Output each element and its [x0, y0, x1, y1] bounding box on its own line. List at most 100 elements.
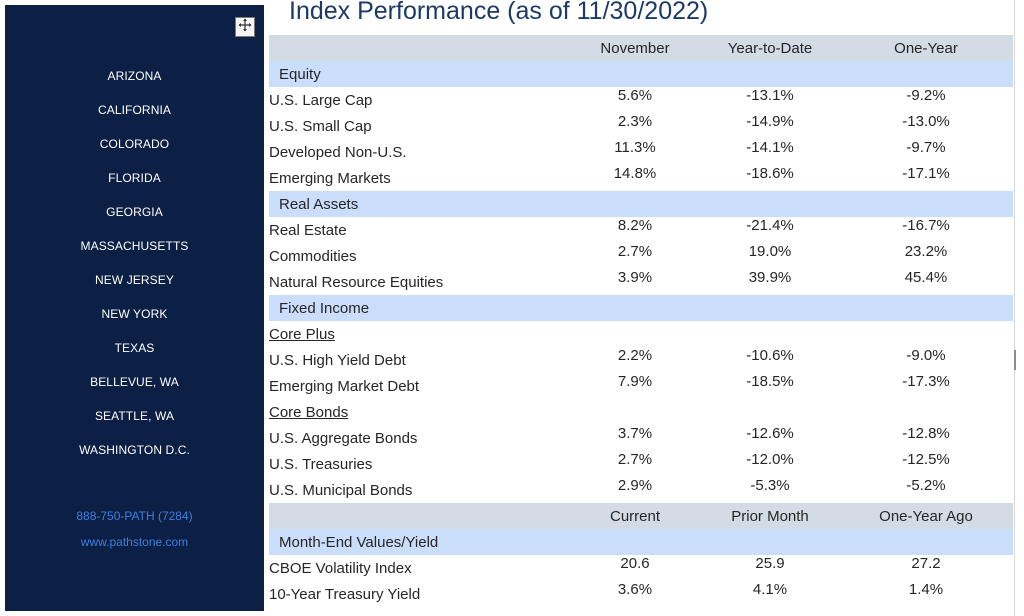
- contact-info: 888-750-PATH (7284) www.pathstone.com: [5, 503, 264, 555]
- cell-one-year: -17.1%: [902, 165, 950, 182]
- page-title: Index Performance (as of 11/30/2022): [289, 0, 709, 25]
- cell-one-year: -9.7%: [906, 139, 946, 156]
- table-row: CBOE Volatility Index 20.6 25.9 27.2: [269, 555, 1013, 581]
- cell-ytd: 19.0%: [748, 243, 792, 260]
- cell-one-year: -13.0%: [902, 113, 950, 130]
- cell-november: 2.7%: [617, 451, 653, 468]
- subsection-core-plus[interactable]: Core Plus: [269, 321, 1013, 347]
- header-label-cell: [269, 35, 569, 61]
- cell-ytd: -13.1%: [746, 87, 794, 104]
- subsection-row: Core Plus: [269, 321, 1013, 347]
- phone-link[interactable]: 888-750-PATH (7284): [76, 509, 193, 523]
- row-label: Emerging Market Debt: [269, 377, 420, 395]
- cell-ytd: -14.9%: [746, 113, 794, 130]
- location-link[interactable]: COLORADO: [99, 137, 170, 151]
- cell-one-year: -12.5%: [902, 451, 950, 468]
- cell-november: 14.8%: [613, 165, 657, 182]
- section-fixed-income: Fixed Income: [269, 295, 1013, 321]
- table-row: 10-Year Treasury Yield 3.6% 4.1% 1.4%: [269, 581, 1013, 607]
- move-handle[interactable]: [235, 17, 255, 37]
- cell-one-year: -9.0%: [906, 347, 946, 364]
- table-row: U.S. Treasuries 2.7% -12.0% -12.5%: [269, 451, 1013, 477]
- location-link[interactable]: TEXAS: [114, 341, 155, 355]
- cell-november: 3.7%: [617, 425, 653, 442]
- column-header-ytd: Year-to-Date: [701, 35, 839, 61]
- cell-november: 2.9%: [617, 477, 653, 494]
- location-link[interactable]: ARIZONA: [107, 69, 162, 83]
- cell-november: 8.2%: [617, 217, 653, 234]
- row-label: U.S. Small Cap: [269, 117, 372, 135]
- row-label: U.S. Large Cap: [269, 91, 373, 109]
- section-label: Fixed Income: [269, 295, 1013, 321]
- performance-table: November Year-to-Date One-Year Equity U.…: [269, 35, 1013, 607]
- subsection-link[interactable]: Core Plus: [269, 325, 335, 343]
- table-row: U.S. High Yield Debt 2.2% -10.6% -9.0%: [269, 347, 1013, 373]
- subsection-core-bonds[interactable]: Core Bonds: [269, 399, 1013, 425]
- cell-november: 5.6%: [617, 87, 653, 104]
- section-label: Equity: [269, 61, 1013, 87]
- table-row: Developed Non-U.S. 11.3% -14.1% -9.7%: [269, 139, 1013, 165]
- location-link[interactable]: MASSACHUSETTS: [80, 239, 189, 253]
- website-link[interactable]: www.pathstone.com: [80, 535, 189, 549]
- cell-one-year: -12.8%: [902, 425, 950, 442]
- cell-ytd: -12.0%: [746, 451, 794, 468]
- location-link[interactable]: BELLEVUE, WA: [90, 375, 179, 389]
- cell-ytd: -5.3%: [750, 477, 790, 494]
- table-header-row-2: Current Prior Month One-Year Ago: [269, 503, 1013, 529]
- row-label: U.S. Municipal Bonds: [269, 481, 413, 499]
- move-handle-icon: [238, 18, 252, 37]
- section-real-assets: Real Assets: [269, 191, 1013, 217]
- subsection-row: Core Bonds: [269, 399, 1013, 425]
- location-link[interactable]: CALIFORNIA: [97, 103, 171, 117]
- table-row: U.S. Small Cap 2.3% -14.9% -13.0%: [269, 113, 1013, 139]
- table-row: Emerging Markets 14.8% -18.6% -17.1%: [269, 165, 1013, 191]
- cell-one-year-ago: 1.4%: [908, 581, 944, 598]
- cell-one-year: -5.2%: [906, 477, 946, 494]
- table-row: U.S. Aggregate Bonds 3.7% -12.6% -12.8%: [269, 425, 1013, 451]
- row-label: 10-Year Treasury Yield: [269, 585, 421, 603]
- row-label: Emerging Markets: [269, 169, 391, 187]
- column-header-one-year-ago: One-Year Ago: [839, 503, 1013, 529]
- location-link[interactable]: WASHINGTON D.C.: [79, 443, 190, 457]
- header-label-cell: [269, 503, 569, 529]
- location-link[interactable]: GEORGIA: [106, 205, 163, 219]
- column-header-one-year: One-Year: [839, 35, 1013, 61]
- location-link[interactable]: SEATTLE, WA: [94, 409, 175, 423]
- scroll-indicator[interactable]: [1014, 350, 1016, 370]
- location-link[interactable]: NEW JERSEY: [94, 273, 174, 287]
- cell-ytd: -10.6%: [746, 347, 794, 364]
- cell-ytd: -18.5%: [746, 373, 794, 390]
- row-label: U.S. Treasuries: [269, 455, 373, 473]
- row-label: U.S. Aggregate Bonds: [269, 429, 418, 447]
- cell-november: 2.3%: [617, 113, 653, 130]
- table-header-row: November Year-to-Date One-Year: [269, 35, 1013, 61]
- section-label: Real Assets: [269, 191, 1013, 217]
- location-link[interactable]: FLORIDA: [108, 171, 161, 185]
- section-equity: Equity: [269, 61, 1013, 87]
- section-month-end: Month-End Values/Yield: [269, 529, 1013, 555]
- row-label: Commodities: [269, 247, 357, 265]
- cell-ytd: 39.9%: [748, 269, 792, 286]
- cell-one-year: 45.4%: [904, 269, 948, 286]
- column-header-current: Current: [569, 503, 701, 529]
- location-link[interactable]: NEW YORK: [101, 307, 168, 321]
- subsection-link[interactable]: Core Bonds: [269, 403, 349, 421]
- cell-november: 11.3%: [614, 139, 656, 156]
- column-header-prior-month: Prior Month: [701, 503, 839, 529]
- row-label: Real Estate: [269, 221, 347, 239]
- section-label: Month-End Values/Yield: [269, 529, 1013, 555]
- cell-ytd: -14.1%: [746, 139, 794, 156]
- table-row: Emerging Market Debt 7.9% -18.5% -17.3%: [269, 373, 1013, 399]
- row-label: Developed Non-U.S.: [269, 143, 407, 161]
- location-list: ARIZONA CALIFORNIA COLORADO FLORIDA GEOR…: [5, 59, 264, 467]
- page-edge-divider: [1014, 0, 1015, 616]
- cell-ytd: -21.4%: [746, 217, 794, 234]
- cell-one-year: -16.7%: [902, 217, 950, 234]
- cell-november: 3.9%: [617, 269, 653, 286]
- sidebar: ARIZONA CALIFORNIA COLORADO FLORIDA GEOR…: [5, 5, 264, 611]
- cell-prior-month: 4.1%: [752, 581, 788, 598]
- cell-november: 2.2%: [617, 347, 653, 364]
- cell-current: 3.6%: [617, 581, 653, 598]
- column-header-november: November: [569, 35, 701, 61]
- cell-november: 2.7%: [617, 243, 653, 260]
